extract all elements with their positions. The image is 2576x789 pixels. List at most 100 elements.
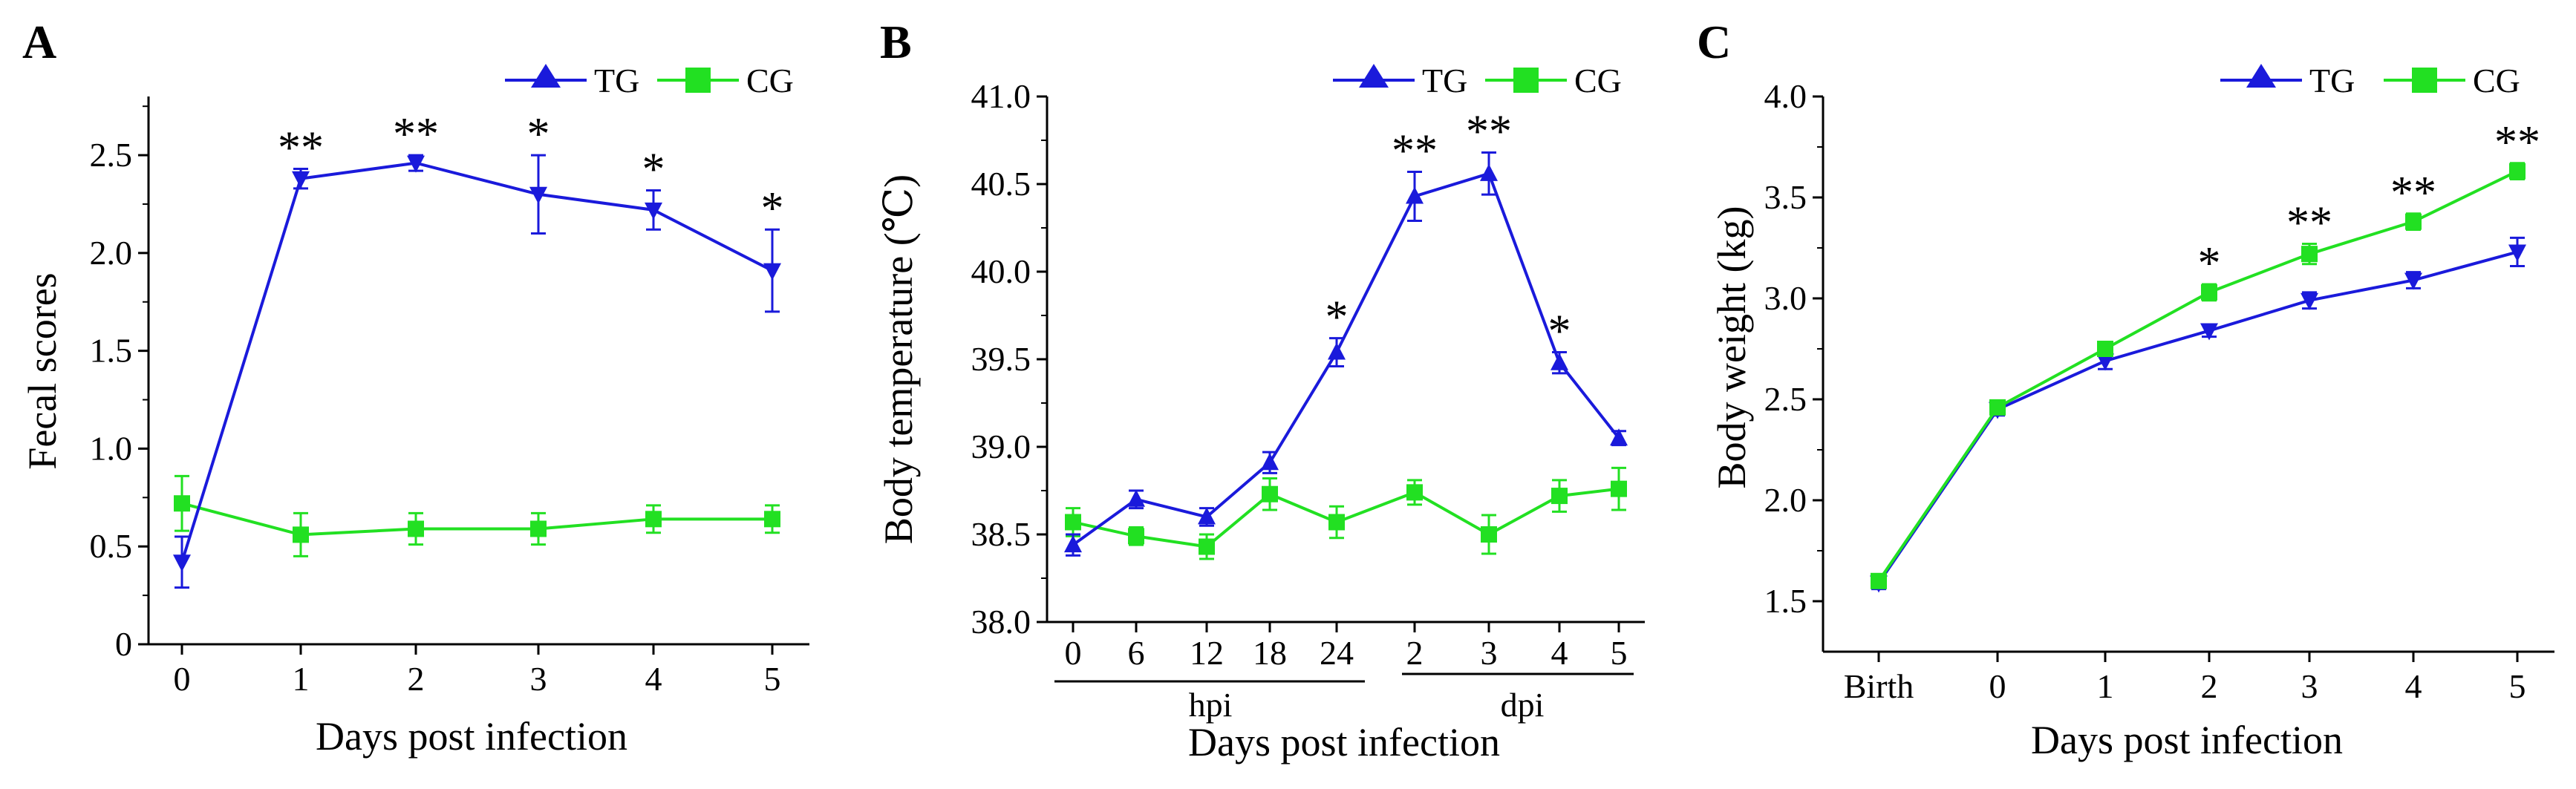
x-tick-label: 4	[2405, 667, 2422, 705]
series-line-cg	[1877, 169, 2518, 582]
significance-marker: *	[1326, 292, 1349, 343]
dpi-group-label: dpi	[1501, 686, 1545, 724]
data-point	[2097, 341, 2113, 357]
x-tick-label: 2	[408, 660, 425, 698]
panel-a-annotations: ** ** ***	[278, 109, 784, 234]
significance-marker: **	[2390, 168, 2436, 218]
data-point	[529, 186, 547, 204]
data-point	[1262, 485, 1278, 502]
y-tick-label: 40.5	[971, 165, 1031, 203]
panel-b-x-ticks: 0 6 12 18 24 2 3 4 5	[1065, 622, 1628, 672]
y-tick-label: 2.0	[1764, 481, 1807, 519]
panel-a-series	[173, 154, 781, 589]
y-tick-label: 40.0	[971, 252, 1031, 290]
y-tick-label: 2.5	[1764, 380, 1807, 418]
significance-marker: *	[527, 109, 550, 160]
panel-a-label: A	[22, 16, 56, 68]
panel-b-annotations: *** ***	[1326, 107, 1571, 357]
data-point	[763, 263, 781, 281]
data-point	[1551, 488, 1568, 505]
series-line-tg	[1072, 171, 1620, 546]
hpi-group-label: hpi	[1189, 686, 1233, 724]
data-point	[1199, 538, 1215, 555]
y-tick-label: 39.0	[971, 428, 1031, 465]
panel-b-legend: TG CG	[1333, 62, 1622, 99]
series-tg	[1064, 151, 1628, 557]
significance-marker: **	[2286, 198, 2332, 249]
data-point	[1198, 507, 1216, 525]
x-tick-label: 5	[764, 660, 781, 698]
x-tick-label: 0	[1989, 667, 2006, 705]
panel-a-legend-tg: TG	[594, 62, 639, 99]
y-tick-label: 3.5	[1764, 178, 1807, 216]
significance-marker: **	[2494, 117, 2540, 168]
panel-c-legend: TG CG	[2220, 62, 2520, 99]
panel-a-y-ticks: 0 0.5 1.0 1.5 2.0 2.5	[90, 105, 149, 663]
panel-a-x-ticks: 0 1 2 3 4 5	[174, 644, 781, 698]
x-tick-label: 24	[1320, 634, 1354, 672]
series-cg	[174, 474, 780, 557]
data-point	[1406, 484, 1423, 501]
legend-triangle-icon	[1359, 64, 1389, 88]
y-tick-label: 41.0	[971, 77, 1031, 115]
x-tick-label: 3	[1481, 634, 1498, 672]
panel-b-x-label: Days post infection	[1188, 720, 1500, 765]
panel-c-series	[1870, 162, 2526, 593]
data-point	[1480, 163, 1498, 181]
significance-marker: **	[278, 123, 324, 174]
x-tick-label: 4	[1551, 634, 1568, 672]
y-tick-label: 0	[115, 625, 132, 663]
significance-marker: *	[761, 183, 784, 234]
panel-c: C 1.52.02.53.03.54.0 Birth 0 1 2 3 4 5 *******…	[1697, 16, 2554, 762]
y-tick-label: 1.0	[90, 429, 133, 467]
x-tick-label: 2	[2201, 667, 2218, 705]
panel-c-annotations: *******	[2198, 117, 2541, 289]
data-point	[1871, 572, 1887, 589]
data-point	[1328, 514, 1345, 531]
y-tick-label: 3.0	[1764, 279, 1807, 317]
x-tick-label: 0	[1065, 634, 1082, 672]
y-tick-label: 1.5	[1764, 582, 1807, 620]
x-tick-label: 1	[293, 660, 310, 698]
y-tick-label: 2.5	[90, 136, 133, 174]
panel-c-label: C	[1697, 16, 1731, 68]
panel-a-legend-cg: CG	[746, 62, 794, 99]
panel-a-x-label: Days post infection	[316, 714, 627, 759]
data-point	[1406, 186, 1424, 204]
significance-marker: *	[2198, 238, 2221, 289]
panel-c-legend-tg: TG	[2309, 62, 2355, 99]
x-tick-label: 18	[1253, 634, 1287, 672]
y-tick-label: 2.0	[90, 234, 133, 272]
legend-triangle-icon	[531, 64, 561, 88]
x-tick-label: 1	[2097, 667, 2114, 705]
y-tick-label: 1.5	[90, 332, 133, 370]
data-point	[173, 554, 191, 572]
legend-square-icon	[685, 68, 711, 93]
data-point	[530, 520, 547, 537]
data-point	[1261, 453, 1279, 471]
panel-c-legend-cg: CG	[2473, 62, 2520, 99]
series-line-cg	[1072, 487, 1620, 549]
series-cg	[1065, 466, 1627, 560]
series-line-tg	[1877, 250, 2518, 584]
panel-b-legend-tg: TG	[1422, 62, 1467, 99]
panel-c-y-ticks: 1.5 2.0 2.5 3.0 3.5 4.0	[1764, 77, 1823, 620]
data-point	[1481, 526, 1497, 543]
significance-marker: **	[1392, 125, 1438, 176]
data-point	[1127, 489, 1145, 507]
y-tick-label: 4.0	[1764, 77, 1807, 115]
data-point	[645, 511, 662, 528]
data-point	[1611, 480, 1627, 497]
panel-c-y-label: Body weight (kg)	[1709, 206, 1754, 489]
significance-marker: *	[642, 145, 665, 195]
x-tick-label: Birth	[1844, 667, 1914, 705]
data-point	[1065, 514, 1081, 531]
data-point	[1610, 428, 1628, 446]
significance-marker: **	[1466, 107, 1512, 157]
data-point	[2201, 284, 2217, 301]
panel-a-legend: TG CG	[505, 62, 794, 99]
series-tg	[173, 154, 781, 589]
legend-square-icon	[1513, 68, 1539, 93]
y-tick-label: 38.0	[971, 603, 1031, 641]
